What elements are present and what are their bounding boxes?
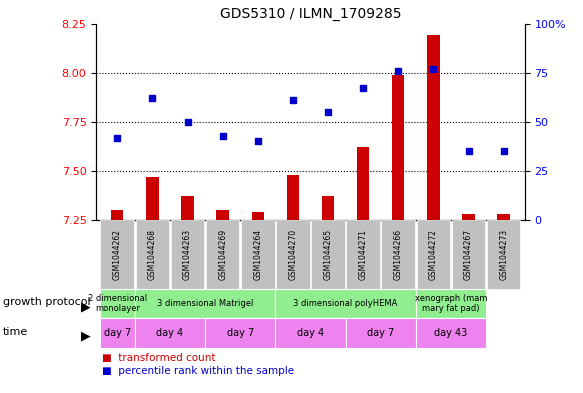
Text: GSM1044266: GSM1044266 <box>394 229 403 280</box>
Bar <box>416 220 450 289</box>
Text: growth protocol: growth protocol <box>3 297 90 307</box>
Bar <box>181 196 194 220</box>
Text: 3 dimensional Matrigel: 3 dimensional Matrigel <box>157 299 253 308</box>
Bar <box>497 214 510 220</box>
Bar <box>452 220 486 289</box>
Bar <box>346 318 416 348</box>
Text: GSM1044272: GSM1044272 <box>429 229 438 280</box>
Bar <box>241 220 275 289</box>
Text: GSM1044269: GSM1044269 <box>218 229 227 280</box>
Bar <box>216 210 229 220</box>
Text: day 4: day 4 <box>156 328 184 338</box>
Bar <box>462 214 475 220</box>
Bar <box>100 318 135 348</box>
Text: day 4: day 4 <box>297 328 324 338</box>
Bar <box>171 220 205 289</box>
Text: GSM1044273: GSM1044273 <box>499 229 508 280</box>
Bar <box>135 220 169 289</box>
Bar <box>346 220 380 289</box>
Text: GSM1044271: GSM1044271 <box>359 229 368 280</box>
Bar <box>487 220 521 289</box>
Text: GSM1044270: GSM1044270 <box>289 229 297 280</box>
Text: ▶: ▶ <box>80 300 90 313</box>
Text: 2 dimensional
monolayer: 2 dimensional monolayer <box>87 294 147 313</box>
Bar <box>287 175 299 220</box>
Text: day 7: day 7 <box>367 328 394 338</box>
Text: GSM1044264: GSM1044264 <box>253 229 262 280</box>
Bar <box>100 289 135 318</box>
Bar <box>100 220 134 289</box>
Bar <box>135 289 275 318</box>
Title: GDS5310 / ILMN_1709285: GDS5310 / ILMN_1709285 <box>220 7 401 21</box>
Bar <box>275 318 346 348</box>
Text: day 43: day 43 <box>434 328 468 338</box>
Text: GSM1044262: GSM1044262 <box>113 229 122 280</box>
Text: ■  percentile rank within the sample: ■ percentile rank within the sample <box>102 366 294 376</box>
Bar <box>311 220 345 289</box>
Text: 3 dimensional polyHEMA: 3 dimensional polyHEMA <box>293 299 398 308</box>
Bar <box>416 318 486 348</box>
Bar <box>357 147 369 220</box>
Bar <box>322 196 334 220</box>
Bar <box>252 212 264 220</box>
Bar <box>416 289 486 318</box>
Bar <box>275 289 416 318</box>
Text: day 7: day 7 <box>104 328 131 338</box>
Bar <box>135 318 205 348</box>
Text: GSM1044268: GSM1044268 <box>148 229 157 280</box>
Text: ▶: ▶ <box>80 329 90 343</box>
Text: GSM1044263: GSM1044263 <box>183 229 192 280</box>
Text: ■  transformed count: ■ transformed count <box>102 353 216 363</box>
Bar <box>111 210 124 220</box>
Bar <box>276 220 310 289</box>
Bar <box>392 75 405 220</box>
Bar <box>427 35 440 220</box>
Bar <box>206 220 240 289</box>
Text: xenograph (mam
mary fat pad): xenograph (mam mary fat pad) <box>415 294 487 313</box>
Text: day 7: day 7 <box>227 328 254 338</box>
Bar <box>381 220 415 289</box>
Text: time: time <box>3 327 28 336</box>
Text: GSM1044265: GSM1044265 <box>324 229 332 280</box>
Bar <box>205 318 275 348</box>
Bar <box>146 177 159 220</box>
Text: GSM1044267: GSM1044267 <box>464 229 473 280</box>
